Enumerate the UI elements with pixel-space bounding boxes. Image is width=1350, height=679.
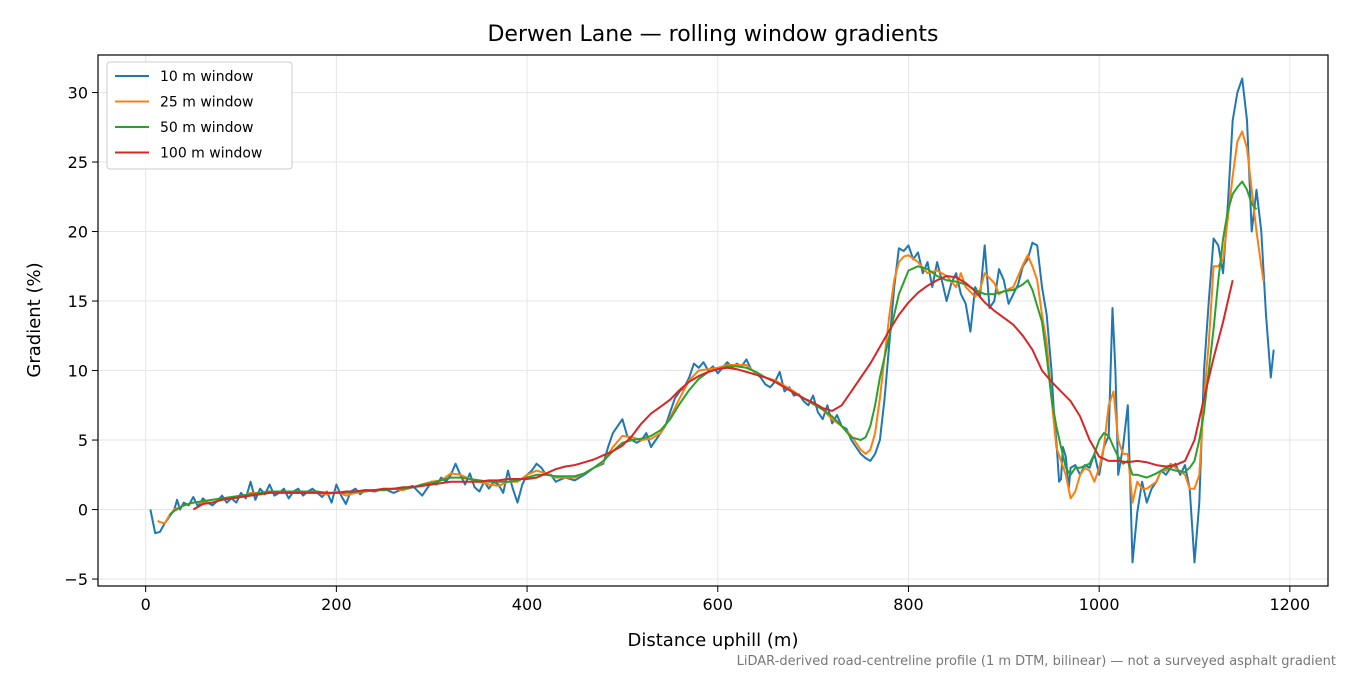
y-tick-label: 10 <box>68 362 88 381</box>
legend-label: 100 m window <box>160 146 262 162</box>
x-tick-label: 1000 <box>1079 595 1120 614</box>
x-tick-label: 600 <box>702 595 733 614</box>
plot-frame <box>97 54 1329 587</box>
chart-title: Derwen Lane — rolling window gradients <box>487 22 938 47</box>
x-axis-label: Distance uphill (m) <box>628 630 799 651</box>
y-tick-label: −5 <box>64 570 88 589</box>
x-tick-label: 200 <box>321 595 352 614</box>
axis-ticks: 0 200 400 600 800 1000 1200 −5 0 5 10 15 20 25 30 <box>64 84 1310 614</box>
series-lines <box>149 77 1275 564</box>
legend-box <box>106 61 293 170</box>
source-caption: LiDAR-derived road-centreline profile (1… <box>737 654 1336 669</box>
y-tick-label: 25 <box>68 153 88 172</box>
legend: 10 m window 25 m window 50 m window 100 m w… <box>106 61 293 170</box>
x-tick-label: 400 <box>512 595 543 614</box>
x-tick-label: 1200 <box>1270 595 1311 614</box>
x-tick-label: 800 <box>893 595 924 614</box>
y-tick-label: 30 <box>68 84 88 103</box>
series-line-100-m-window <box>192 275 1234 511</box>
legend-label: 50 m window <box>160 120 253 136</box>
legend-label: 10 m window <box>160 69 253 85</box>
y-axis-label: Gradient (%) <box>24 262 45 377</box>
y-tick-label: 0 <box>78 501 88 520</box>
y-tick-label: 15 <box>68 292 88 311</box>
x-tick-label: 0 <box>141 595 151 614</box>
legend-label: 25 m window <box>160 95 253 111</box>
y-tick-label: 20 <box>68 223 88 242</box>
y-tick-label: 5 <box>78 431 88 450</box>
